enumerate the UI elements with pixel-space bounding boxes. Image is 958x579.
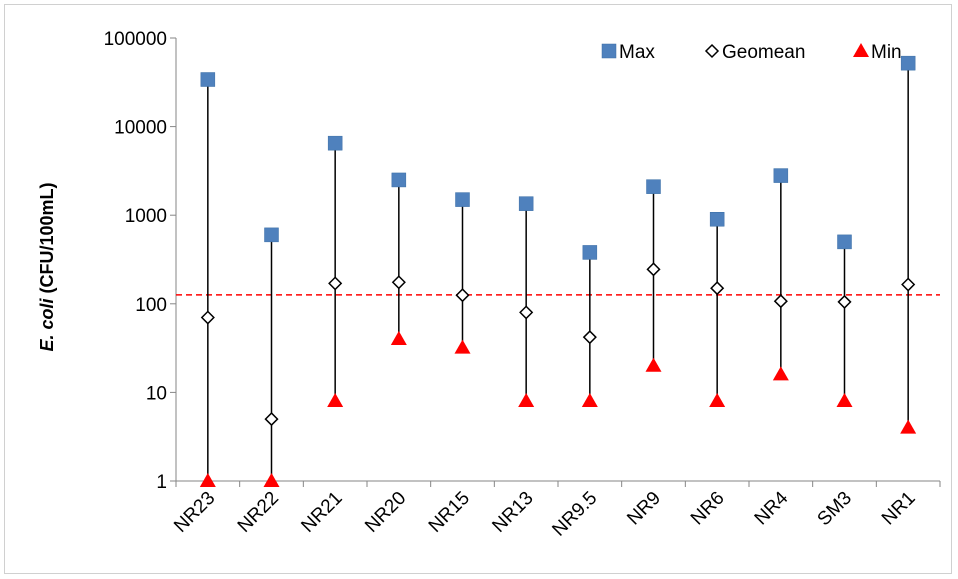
- y-tick-label: 10: [146, 383, 167, 404]
- max-marker: [200, 72, 216, 87]
- geomean-marker: [773, 294, 788, 309]
- min-marker: [454, 339, 471, 354]
- geomean-marker: [646, 262, 661, 277]
- min-marker: [709, 392, 726, 407]
- y-tick-label: 100: [135, 295, 167, 316]
- max-marker: [837, 234, 852, 250]
- min-marker: [390, 331, 407, 346]
- max-marker: [709, 212, 725, 227]
- max-marker: [455, 192, 470, 207]
- x-tick-label: NR13: [489, 488, 538, 537]
- geomean-marker: [328, 276, 343, 291]
- legend-min-marker: [853, 43, 869, 57]
- axes: [170, 37, 941, 487]
- chart-frame: 1 10 100 1000 10000 100000 NR23 NR22 NR21 NR20 NR1…: [4, 4, 952, 574]
- chart-svg: 1 10 100 1000 10000 100000 NR23 NR22 NR21 NR20 NR1…: [37, 29, 941, 541]
- y-axis-label-unit: (CFU/100mL): [37, 182, 57, 298]
- min-marker: [772, 366, 789, 381]
- geomean-marker: [837, 294, 852, 309]
- legend: Max Geomean Min: [601, 42, 902, 63]
- x-tick-label: NR1: [878, 488, 920, 530]
- min-marker: [263, 473, 280, 487]
- legend-min-label: Min: [871, 42, 902, 63]
- geomean-marker: [519, 305, 534, 320]
- x-tick-label: NR20: [361, 488, 410, 537]
- data-markers: [199, 55, 917, 487]
- y-tick-label: 1: [156, 472, 167, 493]
- geomean-marker: [710, 281, 725, 296]
- x-tick-label: NR23: [170, 488, 219, 537]
- y-tick-label: 1000: [125, 206, 167, 227]
- min-marker: [518, 392, 535, 407]
- geomean-marker: [901, 277, 916, 292]
- geomean-marker: [455, 288, 470, 303]
- max-marker: [582, 245, 598, 260]
- geomean-marker: [264, 412, 279, 427]
- x-tick-label: NR6: [687, 488, 729, 530]
- x-tick-label: NR21: [298, 488, 347, 537]
- legend-geomean-label: Geomean: [722, 42, 805, 63]
- y-tick-label: 10000: [114, 118, 167, 139]
- legend-max-label: Max: [619, 42, 655, 63]
- y-tick-label: 100000: [104, 29, 167, 50]
- legend-geomean-marker: [704, 43, 720, 59]
- max-marker: [773, 168, 789, 183]
- geomean-marker: [200, 310, 215, 325]
- range-lines: [207, 63, 909, 481]
- y-axis-label-italic: E. coli: [37, 298, 57, 352]
- max-marker: [518, 196, 534, 211]
- min-marker: [327, 392, 344, 407]
- min-marker: [900, 419, 917, 434]
- geomean-marker: [391, 275, 406, 290]
- max-marker: [327, 135, 343, 151]
- max-marker: [391, 172, 407, 188]
- min-marker: [836, 392, 853, 407]
- legend-max-marker: [601, 43, 617, 59]
- max-marker: [900, 55, 916, 71]
- min-marker: [199, 473, 216, 487]
- x-tick-label: NR4: [751, 487, 793, 529]
- x-tick-label: SM3: [814, 488, 856, 530]
- y-axis-label: E. coli (CFU/100mL): [37, 182, 57, 351]
- x-tick-label: NR15: [425, 488, 474, 537]
- tick-labels: 1 10 100 1000 10000 100000 NR23 NR22 NR21 NR20 NR1…: [104, 29, 920, 541]
- geomean-marker: [582, 330, 597, 345]
- x-tick-label: NR9: [623, 488, 665, 530]
- max-marker: [646, 179, 661, 194]
- min-marker: [645, 357, 662, 372]
- max-marker: [264, 227, 279, 243]
- min-marker: [581, 392, 598, 407]
- x-tick-label: NR22: [234, 488, 283, 537]
- x-tick-label: NR9.5: [548, 488, 601, 541]
